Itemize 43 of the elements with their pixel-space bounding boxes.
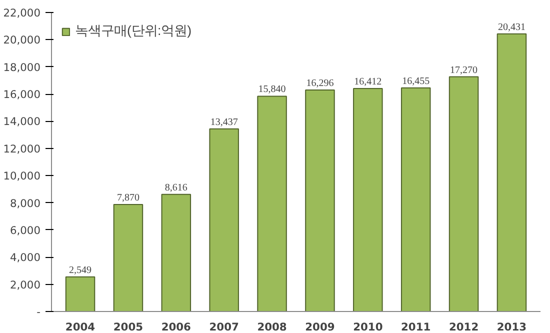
bar — [113, 204, 144, 312]
x-tick-label: 2011 — [401, 320, 431, 333]
x-tick-label: 2012 — [448, 320, 479, 333]
x-tick-label: 2006 — [161, 320, 191, 333]
x-tick-label: 2007 — [209, 320, 239, 333]
bar — [448, 76, 479, 312]
bar — [400, 87, 431, 312]
y-tick-label: 18,000 — [3, 60, 41, 74]
y-tick-label: 2,000 — [10, 278, 41, 292]
legend-label: 녹색구매(단위:억원) — [75, 22, 192, 40]
bar — [305, 90, 335, 312]
bar — [161, 194, 192, 312]
y-tick-label: - — [36, 306, 41, 318]
x-tick-label: 2005 — [113, 320, 144, 333]
text: 20,431 — [498, 22, 526, 33]
bar — [496, 33, 527, 312]
text: 15,840 — [258, 84, 286, 96]
text: 16,412 — [354, 76, 382, 88]
y-tick-label: 8,000 — [10, 196, 41, 210]
y-tick-label: 10,000 — [3, 170, 41, 183]
x-tick-label: 2008 — [257, 320, 287, 333]
x-tick-label: 2013 — [496, 320, 527, 333]
bar — [209, 128, 239, 312]
bar — [65, 276, 96, 312]
x-tick-label: 2009 — [305, 320, 335, 333]
text: 7,870 — [116, 192, 140, 204]
y-tick-label: 14,000 — [3, 115, 41, 128]
x-tick-label: 2004 — [65, 320, 96, 333]
text: 8,616 — [164, 182, 188, 194]
text: 17,270 — [450, 64, 478, 76]
text: 13,437 — [210, 116, 238, 128]
y-tick-label: 4,000 — [10, 251, 41, 264]
y-tick-label: 12,000 — [3, 142, 41, 156]
y-tick-label: 22,000 — [3, 6, 41, 20]
bar — [353, 88, 383, 312]
y-tick-label: 6,000 — [10, 224, 41, 237]
text: 16,296 — [306, 78, 334, 90]
text: 16,455 — [402, 76, 430, 87]
x-tick-label: 2010 — [353, 320, 383, 333]
bar — [257, 96, 287, 312]
text: 2,549 — [69, 264, 92, 276]
y-tick-label: 20,000 — [3, 34, 41, 47]
y-tick-label: 16,000 — [3, 88, 41, 102]
